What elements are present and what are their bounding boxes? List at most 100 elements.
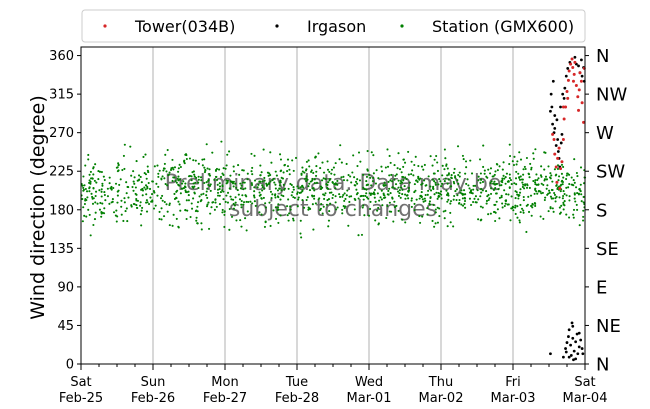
station-point — [88, 190, 91, 193]
station-point — [419, 194, 422, 197]
station-point — [407, 150, 410, 153]
station-point — [503, 205, 506, 208]
station-point — [299, 186, 302, 189]
station-point — [222, 167, 225, 170]
station-point — [411, 169, 414, 172]
station-point — [288, 212, 291, 215]
station-point — [157, 172, 160, 175]
station-point — [221, 184, 224, 187]
tower-point — [564, 105, 568, 109]
station-point — [197, 181, 200, 184]
station-point — [261, 185, 264, 189]
station-point — [530, 168, 533, 171]
station-point — [269, 190, 273, 193]
station-point — [181, 182, 184, 185]
station-point — [362, 194, 365, 197]
station-point — [423, 197, 426, 200]
station-point — [578, 224, 581, 227]
station-point — [575, 186, 578, 189]
station-point — [441, 182, 444, 185]
station-point — [526, 184, 529, 187]
station-point — [234, 201, 237, 204]
scatter-points — [80, 55, 587, 362]
station-point — [89, 234, 92, 237]
station-point — [197, 175, 200, 178]
station-point — [327, 219, 331, 222]
station-point — [173, 176, 176, 179]
station-point — [505, 199, 508, 202]
station-point — [98, 189, 101, 192]
station-point — [309, 180, 312, 183]
y-tick-label: 315 — [49, 88, 74, 103]
station-point — [452, 225, 455, 228]
station-point — [485, 202, 488, 205]
station-point — [88, 173, 91, 176]
station-point — [158, 217, 161, 221]
station-point — [512, 209, 515, 212]
compass-axis-labels: N NE E SE S SW W NW N — [585, 46, 627, 376]
station-point — [305, 180, 308, 183]
station-point — [432, 203, 435, 207]
station-point — [557, 179, 560, 182]
station-point — [477, 175, 480, 178]
station-point — [313, 189, 316, 192]
station-point — [165, 203, 168, 206]
station-point — [338, 158, 341, 161]
station-point — [135, 193, 138, 196]
station-point — [423, 179, 426, 182]
station-point — [166, 184, 169, 187]
station-point — [314, 155, 317, 158]
station-point — [532, 157, 535, 160]
station-point — [440, 197, 443, 200]
station-point — [567, 186, 570, 189]
station-point — [391, 180, 394, 183]
station-point — [184, 189, 187, 192]
station-point — [562, 176, 565, 179]
compass-label: NW — [596, 85, 627, 106]
station-point — [321, 186, 324, 189]
station-point — [501, 168, 504, 171]
station-point — [264, 221, 267, 224]
station-point — [90, 192, 93, 195]
x-tick-label-day: Fri — [505, 375, 521, 390]
station-point — [346, 189, 349, 192]
station-point — [155, 182, 158, 185]
station-point — [311, 177, 314, 181]
station-point — [576, 208, 579, 211]
station-point — [434, 208, 437, 211]
station-point — [558, 206, 561, 209]
station-point — [528, 186, 531, 190]
station-point — [111, 200, 114, 203]
station-point — [320, 179, 324, 182]
station-point — [276, 195, 279, 198]
station-point — [89, 180, 92, 183]
station-point — [501, 179, 504, 182]
station-point — [372, 191, 376, 194]
irgason-point — [559, 105, 562, 109]
station-point — [532, 179, 535, 183]
tower-point — [566, 78, 570, 82]
station-point — [548, 176, 552, 179]
station-point — [205, 194, 208, 197]
tower-point — [565, 90, 569, 94]
station-point — [353, 208, 356, 211]
station-point — [207, 183, 210, 186]
station-point — [371, 180, 374, 183]
station-point — [103, 179, 106, 182]
station-point — [517, 197, 520, 200]
station-point — [453, 167, 456, 170]
station-point — [501, 181, 504, 184]
station-point — [369, 200, 372, 203]
station-point — [143, 186, 146, 189]
station-point — [226, 191, 230, 194]
station-point — [446, 182, 449, 185]
station-point — [121, 168, 124, 172]
station-point — [580, 193, 583, 196]
station-point — [572, 184, 575, 187]
station-point — [426, 193, 429, 196]
station-point — [230, 180, 234, 183]
station-point — [480, 178, 483, 181]
station-point — [556, 167, 560, 171]
station-point — [529, 162, 532, 165]
station-point — [265, 183, 269, 186]
